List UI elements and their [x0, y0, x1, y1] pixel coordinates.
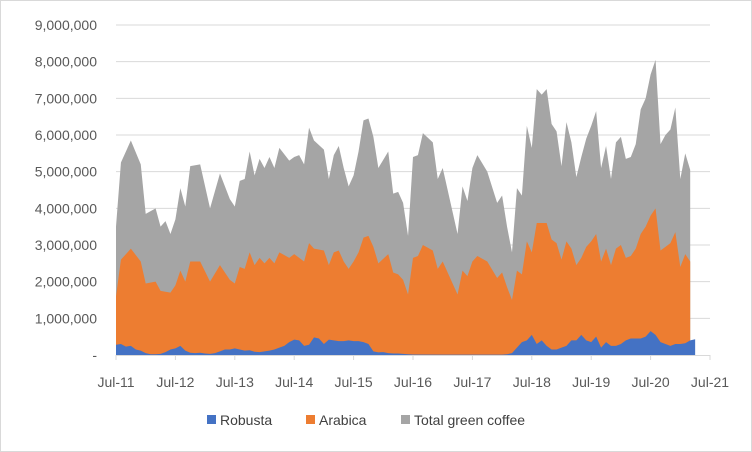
legend: Robusta Arabica Total green coffee [207, 412, 525, 428]
y-tick-label: - [92, 347, 97, 363]
y-tick-label: 7,000,000 [35, 90, 97, 106]
legend-swatch [207, 415, 216, 424]
y-tick-label: 4,000,000 [35, 200, 97, 216]
y-tick-label: 8,000,000 [35, 54, 97, 70]
y-tick-label: 9,000,000 [35, 17, 97, 33]
y-tick-label: 3,000,000 [35, 237, 97, 253]
area-arabica [116, 208, 691, 355]
legend-swatch [401, 415, 410, 424]
x-tick-label: Jul-21 [691, 374, 729, 390]
x-tick-label: Jul-19 [572, 374, 610, 390]
x-tick-label: Jul-18 [513, 374, 551, 390]
y-axis: - 1,000,000 2,000,000 3,000,000 4,000,000 5,0… [35, 17, 98, 363]
x-axis: Jul-11 Jul-12 Jul-13 Jul-14 Jul-15 Jul-16 Jul-… [97, 355, 729, 390]
legend-label: Total green coffee [414, 412, 525, 428]
y-tick-label: 5,000,000 [35, 164, 97, 180]
x-tick-label: Jul-14 [275, 374, 313, 390]
area-robusta [116, 331, 696, 355]
x-tick-label: Jul-12 [156, 374, 194, 390]
y-tick-label: 2,000,000 [35, 274, 97, 290]
x-tick-label: Jul-13 [216, 374, 254, 390]
x-tick-label: Jul-20 [632, 374, 670, 390]
y-tick-label: 6,000,000 [35, 127, 97, 143]
y-tick-label: 1,000,000 [35, 310, 97, 326]
series-areas [116, 59, 696, 355]
x-tick-label: Jul-16 [394, 374, 432, 390]
x-tick-label: Jul-15 [335, 374, 373, 390]
legend-label: Robusta [220, 412, 272, 428]
legend-swatch [306, 415, 315, 424]
x-tick-label: Jul-17 [453, 374, 491, 390]
x-tick-label: Jul-11 [97, 374, 134, 390]
legend-label: Arabica [319, 412, 367, 428]
